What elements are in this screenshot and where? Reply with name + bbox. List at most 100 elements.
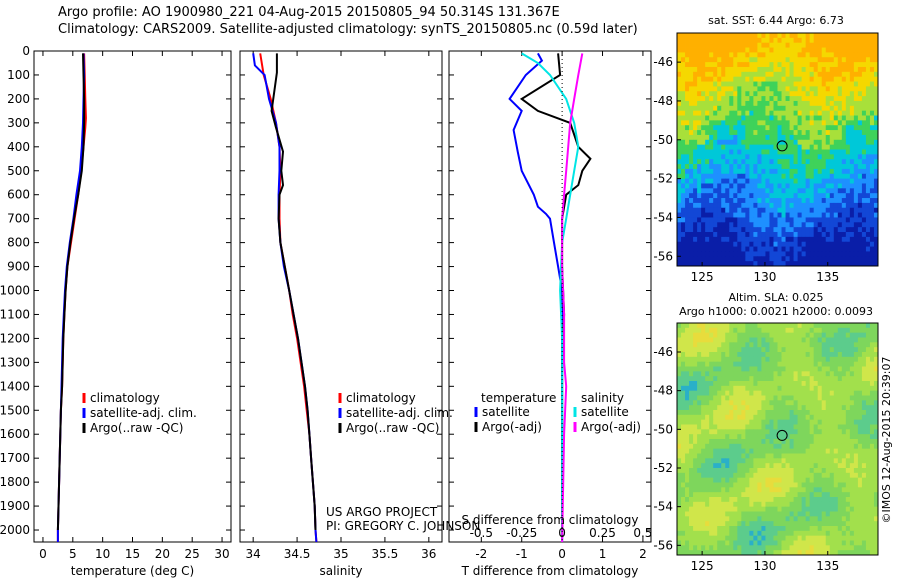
map-cell xyxy=(805,188,811,194)
map-cell xyxy=(777,202,782,209)
map-cell xyxy=(757,443,762,450)
map-cell xyxy=(793,241,798,247)
map-cell xyxy=(793,521,798,527)
map-cell xyxy=(797,76,803,82)
map-cell xyxy=(845,492,851,498)
map-cell xyxy=(841,110,847,116)
map-cell xyxy=(717,86,722,92)
map-cell xyxy=(697,463,702,469)
map-cell xyxy=(785,497,790,503)
map-cell xyxy=(721,323,726,329)
map-cell xyxy=(689,86,694,92)
map-cell xyxy=(757,366,762,372)
map-cell xyxy=(869,100,875,107)
map-cell xyxy=(693,76,698,82)
map-cell xyxy=(841,347,847,353)
map-cell xyxy=(677,332,682,338)
map-cell xyxy=(705,81,710,87)
map-cell xyxy=(685,71,690,78)
map-cell xyxy=(737,414,742,421)
map-cell xyxy=(813,526,819,532)
map-cell xyxy=(841,236,847,243)
map-cell xyxy=(765,390,770,396)
map-cell xyxy=(741,487,746,493)
map-cell xyxy=(861,217,867,223)
map-cell xyxy=(677,202,682,209)
map-cell xyxy=(689,193,694,199)
map-cell xyxy=(817,81,823,87)
map-cell xyxy=(745,100,750,107)
map-cell xyxy=(701,91,706,97)
map-cell xyxy=(769,477,774,483)
map-cell xyxy=(865,337,871,343)
map-cell xyxy=(717,164,722,170)
map-cell xyxy=(753,100,758,107)
map-cell xyxy=(789,366,794,372)
map-cell xyxy=(749,337,754,343)
map-cell xyxy=(797,468,803,474)
map-cell xyxy=(697,125,702,131)
map-cell xyxy=(769,52,774,58)
map-cell xyxy=(717,222,722,228)
map-cell xyxy=(729,100,734,107)
map-cell xyxy=(749,42,754,48)
map-cell xyxy=(801,371,807,377)
map-cell xyxy=(801,419,807,425)
map-cell xyxy=(685,232,690,238)
map-cell xyxy=(781,482,786,488)
map-cell xyxy=(697,419,702,425)
map-cell xyxy=(729,217,734,223)
map-cell xyxy=(865,516,871,522)
map-cell xyxy=(725,439,730,445)
map-cell xyxy=(713,193,718,199)
map-cell xyxy=(737,256,742,262)
map-cell xyxy=(781,149,786,155)
map-cell xyxy=(689,62,694,68)
map-cell xyxy=(849,144,855,150)
map-cell xyxy=(781,212,786,218)
map-cell xyxy=(869,424,875,430)
map-cell xyxy=(701,323,706,329)
map-cell xyxy=(717,492,722,498)
map-cell xyxy=(873,526,879,532)
map-cell xyxy=(801,400,807,406)
map-cell xyxy=(677,164,682,170)
map-cell xyxy=(849,419,855,425)
map-cell xyxy=(817,468,823,474)
map-cell xyxy=(693,376,698,382)
map-cell xyxy=(805,222,811,228)
map-cell xyxy=(685,497,690,503)
map-cell xyxy=(769,434,774,440)
map-cell xyxy=(829,33,835,39)
map-cell xyxy=(693,540,698,546)
map-cell xyxy=(721,144,726,150)
map-cell xyxy=(861,458,867,464)
map-cell xyxy=(745,71,750,78)
map-cell xyxy=(709,100,714,107)
map-cell xyxy=(721,173,726,180)
map-cell xyxy=(857,516,863,522)
map-cell xyxy=(761,385,766,392)
map-cell xyxy=(753,149,758,155)
map-cell xyxy=(821,448,827,454)
map-cell xyxy=(765,371,770,377)
map-cell xyxy=(849,492,855,498)
map-cell xyxy=(721,66,726,73)
map-cell xyxy=(717,246,722,252)
map-cell xyxy=(701,458,706,464)
map-cell xyxy=(733,361,738,367)
map-cell xyxy=(869,134,875,141)
map-cell xyxy=(873,261,879,267)
map-cell xyxy=(701,472,706,479)
map-cell xyxy=(865,352,871,358)
map-cell xyxy=(797,429,803,435)
map-cell xyxy=(737,57,742,63)
map-cell xyxy=(829,120,835,126)
map-cell xyxy=(713,381,718,387)
map-cell xyxy=(837,352,843,358)
map-cell xyxy=(805,105,811,112)
map-cell xyxy=(873,207,879,213)
map-cell xyxy=(865,381,871,387)
map-cell xyxy=(685,429,690,435)
map-cell xyxy=(813,366,819,372)
